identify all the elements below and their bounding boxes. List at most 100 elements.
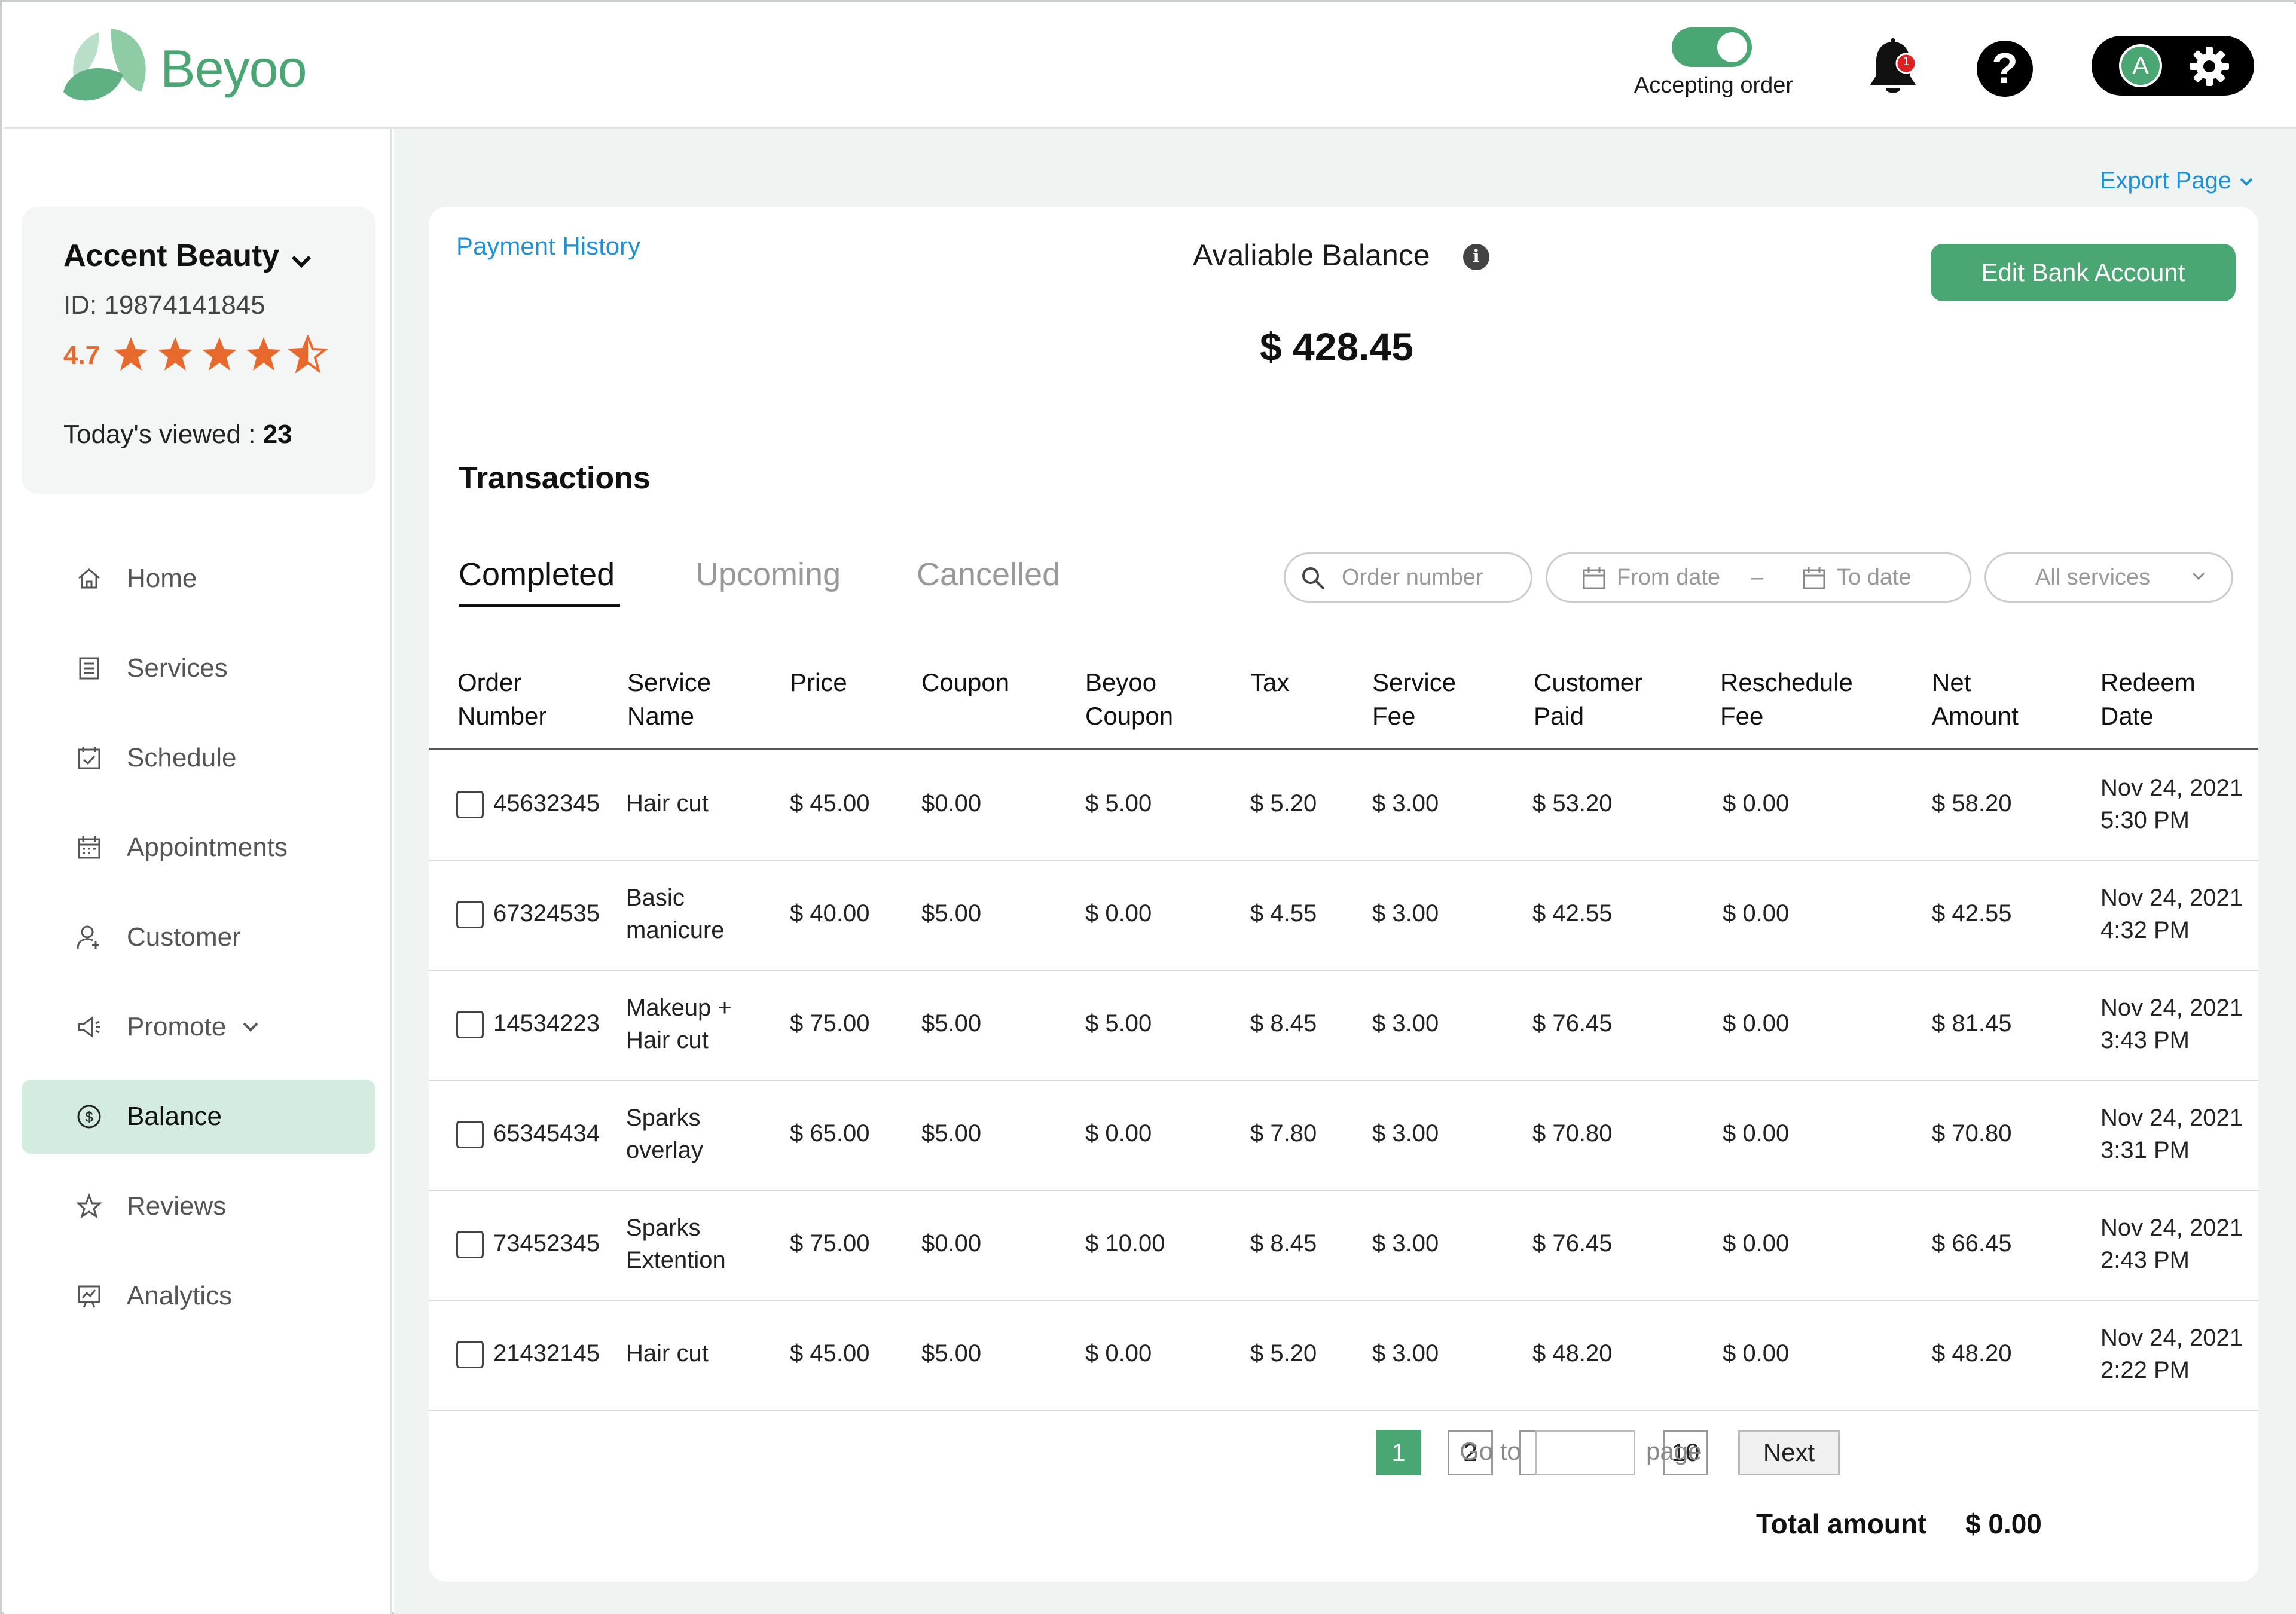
service-name-cell: Sparks — [626, 1215, 701, 1241]
row-checkbox[interactable] — [456, 901, 484, 928]
service-name-cell: overlay — [626, 1137, 703, 1163]
row-checkbox[interactable] — [456, 1011, 484, 1038]
calendar-icon — [1583, 567, 1605, 589]
beyoo-coupon-cell: $ 5.00 — [1085, 1010, 1152, 1037]
service-name-cell: Hair cut — [626, 790, 709, 817]
sidebar-item-services[interactable]: Services — [22, 631, 375, 705]
sidebar-item-home[interactable]: Home — [22, 542, 375, 616]
next-page-button[interactable]: Next — [1738, 1430, 1840, 1475]
star-icon — [246, 337, 281, 371]
table-row[interactable]: 67324535 Basic manicure $ 40.00 $5.00 $ 0.00 $… — [429, 861, 2258, 971]
brand-name: Beyoo — [160, 39, 307, 98]
column-header-customer-paid[interactable]: Customer Paid — [1534, 668, 1643, 730]
redeem-time-cell: 3:31 PM — [2100, 1137, 2190, 1163]
order-number-cell: 65345434 — [493, 1120, 600, 1147]
help-button[interactable]: ? — [1977, 41, 2033, 97]
logo[interactable]: Beyoo — [57, 26, 309, 110]
notification-count-badge: 1 — [1903, 55, 1910, 68]
redeem-date-cell: Nov 24, 2021 — [2100, 885, 2243, 911]
net-amount-cell: $ 58.20 — [1932, 790, 2012, 817]
reschedule-fee-cell: $ 0.00 — [1723, 1010, 1790, 1037]
row-checkbox[interactable] — [456, 791, 484, 818]
service-fee-cell: $ 3.00 — [1372, 1120, 1439, 1147]
price-cell: $ 40.00 — [790, 900, 870, 927]
export-page-button[interactable]: Export Page — [2100, 167, 2254, 194]
chevron-down-icon — [2192, 572, 2205, 580]
goto-page-input[interactable] — [1535, 1430, 1635, 1475]
services-select[interactable]: All services — [1984, 552, 2233, 603]
net-amount-cell: $ 70.80 — [1932, 1120, 2012, 1147]
sidebar-item-balance[interactable]: $ Balance — [22, 1080, 375, 1154]
order-number-search[interactable]: Order number — [1284, 552, 1532, 603]
column-header-order-number[interactable]: Order Number — [457, 668, 547, 730]
sidebar-item-reviews[interactable]: Reviews — [22, 1169, 375, 1243]
from-date-input[interactable]: From date — [1617, 565, 1721, 590]
tax-cell: $ 4.55 — [1250, 900, 1317, 927]
service-fee-cell: $ 3.00 — [1372, 1230, 1439, 1257]
page-button-1[interactable]: 1 — [1376, 1430, 1421, 1475]
info-icon[interactable]: i — [1463, 244, 1489, 270]
reschedule-fee-cell: $ 0.00 — [1723, 1120, 1790, 1147]
service-name-cell: Basic — [626, 885, 685, 911]
date-range-picker[interactable]: From date – To date — [1546, 552, 1971, 603]
order-number-cell: 45632345 — [493, 790, 600, 817]
tab-completed[interactable]: Completed — [459, 557, 615, 592]
column-header-net-amount[interactable]: Net Amount — [1932, 668, 2019, 730]
sidebar-item-analytics[interactable]: Analytics — [22, 1259, 375, 1333]
payment-history-link[interactable]: Payment History — [456, 232, 641, 260]
rating-value: 4.7 — [63, 341, 100, 370]
gear-icon[interactable] — [2188, 45, 2230, 87]
column-header-coupon[interactable]: Coupon — [921, 668, 1010, 696]
service-name-cell: Sparks — [626, 1105, 701, 1131]
accepting-order-toggle[interactable] — [1672, 27, 1752, 67]
redeem-time-cell: 5:30 PM — [2100, 807, 2190, 833]
column-header-tax[interactable]: Tax — [1250, 668, 1290, 696]
user-menu[interactable]: A — [2092, 36, 2254, 96]
business-name[interactable]: Accent Beauty — [63, 239, 280, 273]
column-header-reschedule-fee[interactable]: Reschedule Fee — [1720, 668, 1853, 730]
row-checkbox[interactable] — [456, 1231, 484, 1258]
tab-upcoming[interactable]: Upcoming — [695, 557, 841, 592]
customer-paid-cell: $ 76.45 — [1532, 1230, 1613, 1257]
accepting-order-label: Accepting order — [1634, 73, 1794, 98]
row-checkbox[interactable] — [456, 1121, 484, 1148]
column-header-redeem-date[interactable]: Redeem Date — [2100, 668, 2196, 730]
sidebar-item-customer[interactable]: Customer — [22, 900, 375, 974]
service-name-cell: Hair cut — [626, 1027, 709, 1053]
to-date-input[interactable]: To date — [1837, 565, 1912, 590]
chevron-down-icon[interactable] — [240, 1020, 261, 1034]
redeem-time-cell: 2:43 PM — [2100, 1247, 2190, 1273]
table-row[interactable]: 65345434 Sparks overlay $ 65.00 $5.00 $ 0.00 $… — [429, 1081, 2258, 1191]
sidebar-item-promote[interactable]: Promote — [22, 990, 375, 1064]
table-row[interactable]: 14534223 Makeup + Hair cut $ 75.00 $5.00 $ 5.… — [429, 971, 2258, 1081]
service-name-cell: Extention — [626, 1247, 726, 1273]
row-checkbox[interactable] — [456, 1341, 484, 1368]
avatar[interactable]: A — [2119, 44, 2162, 87]
page-button-10[interactable]: 10 — [1663, 1430, 1708, 1475]
calendar-check-icon — [78, 747, 100, 769]
table-header: Order Number Service Name Price Coupon Bey… — [429, 661, 2258, 750]
table-row[interactable]: 21432145 Hair cut $ 45.00 $5.00 $ 0.00 $ 5.20… — [429, 1301, 2258, 1411]
redeem-time-cell: 4:32 PM — [2100, 917, 2190, 943]
redeem-date-cell: Nov 24, 2021 — [2100, 775, 2243, 801]
notifications-button[interactable]: 1 — [1867, 38, 1922, 100]
price-cell: $ 75.00 — [790, 1230, 870, 1257]
sidebar-item-label: Home — [127, 564, 197, 593]
services-select-value: All services — [2035, 565, 2151, 590]
sidebar-item-schedule[interactable]: Schedule — [22, 721, 375, 795]
column-header-beyoo-coupon[interactable]: Beyoo Coupon — [1085, 668, 1174, 730]
chevron-down-icon[interactable] — [289, 252, 313, 270]
page-button-2[interactable]: 2 — [1448, 1430, 1493, 1475]
column-header-service-name[interactable]: Service Name — [627, 668, 712, 730]
transactions-title: Transactions — [459, 461, 651, 496]
table-row[interactable]: 73452345 Sparks Extention $ 75.00 $0.00 $ 10.… — [429, 1191, 2258, 1301]
tab-cancelled[interactable]: Cancelled — [917, 557, 1061, 592]
order-number-cell: 73452345 — [493, 1230, 600, 1257]
column-header-price[interactable]: Price — [790, 668, 847, 696]
net-amount-cell: $ 66.45 — [1932, 1230, 2012, 1257]
column-header-service-fee[interactable]: Service Fee — [1372, 668, 1457, 730]
sidebar-item-appointments[interactable]: Appointments — [22, 811, 375, 885]
tax-cell: $ 5.20 — [1250, 1340, 1317, 1367]
table-row[interactable]: 45632345 Hair cut $ 45.00 $0.00 $ 5.00 $ 5.20… — [429, 751, 2258, 861]
edit-bank-account-button[interactable]: Edit Bank Account — [1931, 244, 2236, 301]
